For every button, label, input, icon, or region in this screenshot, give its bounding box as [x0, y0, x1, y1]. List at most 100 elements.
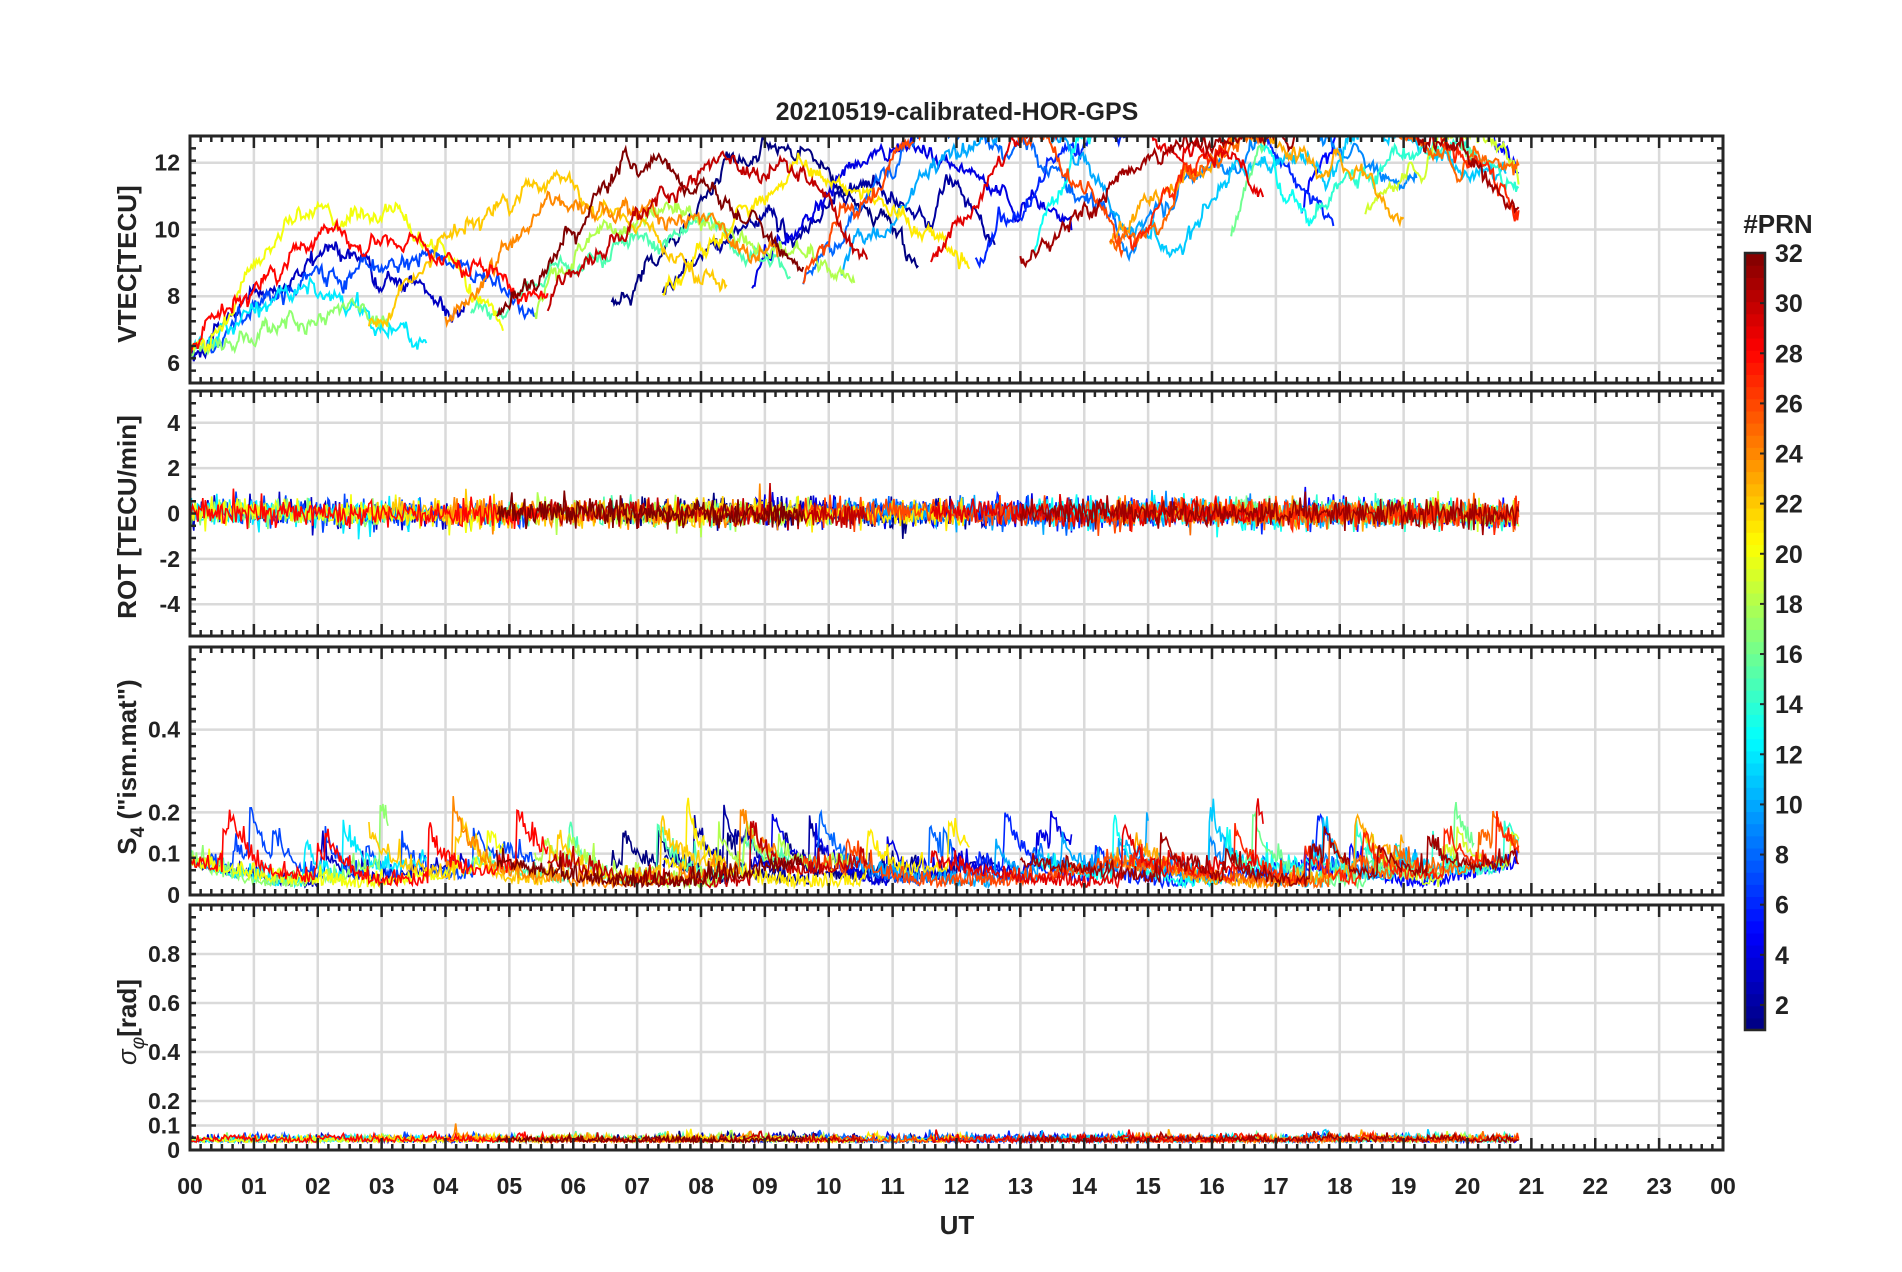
colorbar-swatch [1745, 823, 1765, 837]
sigma-trace-prn-31 [1019, 1130, 1519, 1145]
vtec-trace-prn-6 [974, 136, 1335, 269]
s4-ylabel: S4 ("ism.mat") [112, 679, 149, 854]
colorbar-label: #PRN [1743, 209, 1812, 239]
colorbar-swatch [1745, 617, 1765, 630]
rot-trace-prn-32 [496, 490, 804, 530]
s4-grid [190, 647, 1723, 895]
s4-ylabel-sub: 4 [128, 826, 149, 837]
colorbar-swatch [1745, 908, 1765, 922]
colorbar-swatch [1745, 507, 1765, 521]
colorbar-swatch [1745, 762, 1765, 776]
colorbar-swatch [1745, 641, 1765, 655]
x-tick-label: 18 [1327, 1173, 1353, 1199]
rot-trace-prn-31 [1019, 491, 1520, 536]
sigma-ytick-label: 0.2 [148, 1088, 180, 1114]
sigma-y-ticks: 00.10.2 0.4 0.6 0.8 [148, 941, 180, 1163]
colorbar-swatch [1745, 568, 1765, 582]
vtec-ytick-label: 6 [167, 350, 180, 376]
x-tick-label: 14 [1071, 1173, 1097, 1199]
colorbar-swatch [1745, 580, 1765, 594]
colorbar-swatch [1745, 665, 1765, 679]
colorbar-tick-label: 8 [1775, 842, 1789, 870]
panel-s4: 0 0.1 0.2 0.4 S4 ("ism.mat") [112, 645, 1725, 908]
sigma-ytick-label: 0 [167, 1137, 180, 1163]
colorbar-swatch [1745, 775, 1765, 788]
s4-ytick-label: 0.4 [148, 717, 180, 743]
colorbar-tick-label: 16 [1775, 641, 1803, 669]
colorbar-swatch [1745, 629, 1765, 643]
vtec-ytick-label: 10 [154, 216, 180, 242]
s4-trace-prn-12 [190, 819, 428, 889]
colorbar-swatch [1745, 750, 1765, 764]
s4-trace-prn-28 [190, 809, 549, 888]
s4-traces [190, 796, 1520, 891]
x-tick-label: 23 [1646, 1173, 1672, 1199]
colorbar-tick-label: 10 [1775, 791, 1803, 819]
vtec-trace-prn-26 [802, 136, 1124, 284]
colorbar-tick-label: 20 [1775, 541, 1803, 569]
x-axis-label: UT [940, 1210, 975, 1240]
colorbar-swatch [1745, 289, 1765, 303]
vtec-trace-prn-19 [1364, 136, 1520, 215]
rot-ylabel: ROT [TECU/min] [112, 415, 142, 619]
colorbar-swatch [1745, 422, 1765, 436]
colorbar-swatch [1745, 896, 1765, 910]
colorbar-tick-label: 22 [1775, 491, 1803, 519]
x-tick-label: 21 [1519, 1173, 1545, 1199]
vtec-trace-prn-18 [533, 199, 856, 320]
vtec-trace-prn-8 [802, 136, 1123, 285]
vtec-ylabel: VTEC[TECU] [112, 185, 142, 342]
colorbar-tick-label: 28 [1775, 340, 1803, 368]
colorbar-swatch [1745, 957, 1765, 970]
x-tick-label: 06 [560, 1173, 586, 1199]
colorbar-swatch [1745, 495, 1765, 509]
s4-trace-prn-29 [930, 798, 1264, 890]
colorbar-swatch [1745, 605, 1765, 618]
colorbar-swatch [1745, 483, 1765, 497]
s4-trace-prn-26 [802, 837, 1123, 890]
vtec-trace-prn-9 [1121, 136, 1418, 263]
vtec-trace-prn-10 [840, 136, 1150, 276]
colorbar-swatch [1745, 374, 1765, 388]
colorbar-tick-label: 12 [1775, 741, 1803, 769]
x-tick-label: 03 [369, 1173, 395, 1199]
colorbar-swatch [1745, 459, 1765, 473]
vtec-trace-prn-11 [1147, 136, 1507, 259]
rot-y-ticks: -4 -2 0 2 4 [160, 410, 181, 617]
colorbar-tick-label: 24 [1775, 441, 1803, 469]
colorbar-swatch [1745, 799, 1765, 813]
x-tick-label: 13 [1008, 1173, 1034, 1199]
colorbar-swatch [1745, 337, 1765, 351]
colorbar-swatch [1745, 702, 1765, 715]
vtec-trace-prn-4 [751, 136, 1073, 289]
s4-ytick-label: 0.2 [148, 799, 180, 825]
s4-trace-prn-27 [1128, 811, 1520, 887]
vtec-trace-prn-21 [662, 152, 971, 297]
sigma-trace-prn-28 [190, 1130, 549, 1145]
colorbar-tick-label: 26 [1775, 390, 1803, 418]
rot-frame [188, 389, 1725, 638]
vtec-trace-prn-12 [190, 275, 428, 357]
colorbar-swatch [1745, 277, 1765, 291]
vtec-frame [188, 134, 1725, 385]
colorbar-swatch [1745, 969, 1765, 983]
s4-ytick-label: 0 [167, 882, 180, 908]
x-tick-label: 20 [1455, 1173, 1481, 1199]
x-tick-label: 16 [1199, 1173, 1225, 1199]
x-tick-label: 09 [752, 1173, 778, 1199]
rot-ytick-label: -2 [160, 546, 180, 572]
vtec-ytick-label: 12 [154, 150, 180, 176]
colorbar-swatch [1745, 981, 1765, 995]
colorbar-swatch [1745, 362, 1765, 376]
colorbar-swatch [1745, 1017, 1765, 1031]
chart-title: 20210519-calibrated-HOR-GPS [776, 98, 1139, 126]
x-tick-label: 17 [1263, 1173, 1289, 1199]
vtec-trace-prn-30 [546, 150, 869, 312]
colorbar-frame [1743, 251, 1767, 1032]
sigma-ylabel-rest: [rad] [112, 979, 142, 1037]
x-tick-label: 11 [880, 1173, 905, 1199]
s4-trace-prn-30 [547, 820, 868, 889]
s4-ytick-label: 0.1 [148, 841, 180, 867]
colorbar-swatch [1745, 726, 1765, 740]
